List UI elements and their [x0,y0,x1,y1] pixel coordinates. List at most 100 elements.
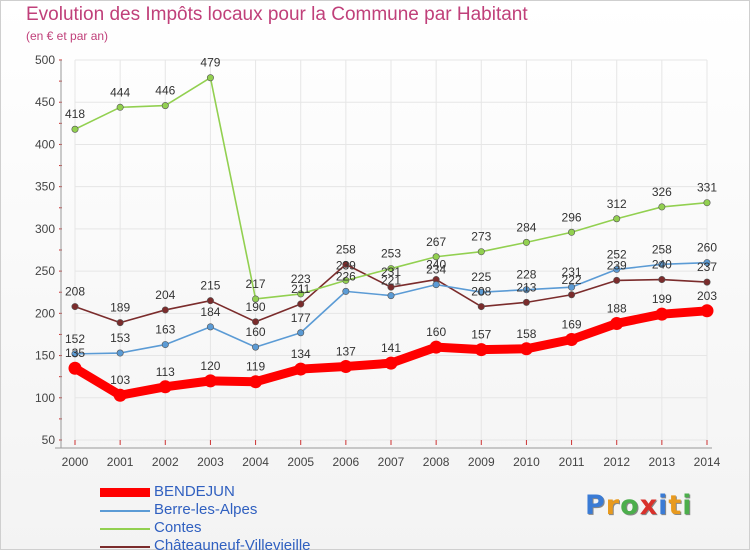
data-label-berre-les-alpes: 152 [65,332,85,346]
data-label-berre-les-alpes: 260 [697,241,717,255]
data-point-berre-les-alpes [206,323,214,331]
data-point-chateauneuf-villevieille [387,283,395,291]
data-point-chateauneuf-villevieille [206,297,214,305]
data-label-bendejun: 203 [697,289,717,303]
data-point-bendejun [700,304,714,318]
x-tick-label: 2006 [333,455,360,469]
x-tick-label: 2014 [694,455,721,469]
data-point-contes [342,276,350,284]
data-point-bendejun [158,380,172,394]
data-label-berre-les-alpes: 258 [652,242,672,256]
data-point-chateauneuf-villevieille [613,276,621,284]
data-point-chateauneuf-villevieille [703,278,711,286]
data-label-contes: 223 [291,272,311,286]
data-label-chateauneuf-villevieille: 190 [246,300,266,314]
data-point-contes [71,125,79,133]
data-point-contes [477,248,485,256]
data-label-chateauneuf-villevieille: 208 [65,285,85,299]
chart-subtitle: (en € et par an) [26,29,109,43]
x-tick-label: 2002 [152,455,179,469]
data-point-chateauneuf-villevieille [161,306,169,314]
data-label-bendejun: 137 [336,345,356,359]
data-label-berre-les-alpes: 231 [562,265,582,279]
data-point-chateauneuf-villevieille [342,260,350,268]
data-label-contes: 444 [110,85,130,99]
data-point-bendejun [519,342,533,356]
data-label-berre-les-alpes: 184 [200,305,220,319]
data-point-chateauneuf-villevieille [477,303,485,311]
data-label-chateauneuf-villevieille: 208 [471,285,491,299]
data-point-bendejun [68,361,82,375]
data-label-contes: 331 [697,181,717,195]
data-point-chateauneuf-villevieille [252,318,260,326]
y-tick-label: 150 [35,349,55,363]
data-label-berre-les-alpes: 163 [155,323,175,337]
x-tick-label: 2001 [107,455,134,469]
data-label-contes: 273 [471,230,491,244]
data-label-chateauneuf-villevieille: 211 [291,282,310,296]
x-tick-label: 2010 [513,455,540,469]
data-point-contes [387,265,395,273]
data-label-contes: 479 [200,56,220,70]
data-label-contes: 284 [516,220,536,234]
data-label-bendejun: 103 [110,373,130,387]
data-label-bendejun: 135 [65,346,85,360]
data-label-contes: 296 [562,210,582,224]
data-point-bendejun [384,356,398,370]
data-point-berre-les-alpes [568,283,576,291]
logo-letter: x [639,490,659,521]
data-label-chateauneuf-villevieille: 240 [652,258,672,272]
chart-title: Evolution des Impôts locaux pour la Comm… [26,4,528,25]
data-point-contes [252,295,260,303]
y-tick-label: 100 [35,391,55,405]
data-label-contes: 267 [426,235,446,249]
data-label-chateauneuf-villevieille: 213 [516,280,536,294]
data-point-berre-les-alpes [252,343,260,351]
x-tick-label: 2007 [378,455,405,469]
data-label-bendejun: 120 [200,359,220,373]
data-point-chateauneuf-villevieille [71,303,79,311]
data-point-contes [522,238,530,246]
x-tick-label: 2008 [423,455,450,469]
data-point-berre-les-alpes [342,287,350,295]
logo-letter: i [658,490,669,521]
y-tick-label: 300 [35,222,55,236]
x-tick-label: 2000 [62,455,89,469]
data-label-chateauneuf-villevieille: 258 [336,242,356,256]
x-tick-label: 2012 [603,455,630,469]
data-point-berre-les-alpes [613,265,621,273]
x-tick-label: 2003 [197,455,224,469]
legend-label: Contes [154,519,202,536]
data-point-berre-les-alpes [658,260,666,268]
data-point-bendejun [565,333,579,347]
data-point-bendejun [610,316,624,330]
legend-label: Châteauneuf-Villevieille [154,537,311,554]
data-point-berre-les-alpes [116,349,124,357]
data-point-chateauneuf-villevieille [116,319,124,327]
data-point-berre-les-alpes [522,286,530,294]
x-tick-label: 2005 [287,455,314,469]
y-tick-label: 400 [35,137,55,151]
data-label-chateauneuf-villevieille: 237 [697,260,717,274]
data-point-contes [161,102,169,110]
data-point-contes [206,74,214,82]
y-tick-label: 200 [35,306,55,320]
data-label-bendejun: 199 [652,292,672,306]
data-label-contes: 446 [155,84,175,98]
data-point-contes [297,290,305,298]
data-point-contes [703,199,711,207]
data-point-bendejun [203,374,217,388]
data-label-contes: 418 [65,107,85,121]
y-tick-label: 250 [35,264,55,278]
proxiti-logo: Proxiti [585,490,693,521]
data-point-berre-les-alpes [432,281,440,289]
data-point-berre-les-alpes [703,259,711,267]
data-point-bendejun [474,343,488,357]
data-point-berre-les-alpes [477,288,485,296]
data-label-chateauneuf-villevieille: 222 [562,273,582,287]
data-label-berre-les-alpes: 177 [291,311,311,325]
logo-letter: r [605,490,621,521]
data-label-bendejun: 158 [516,327,536,341]
